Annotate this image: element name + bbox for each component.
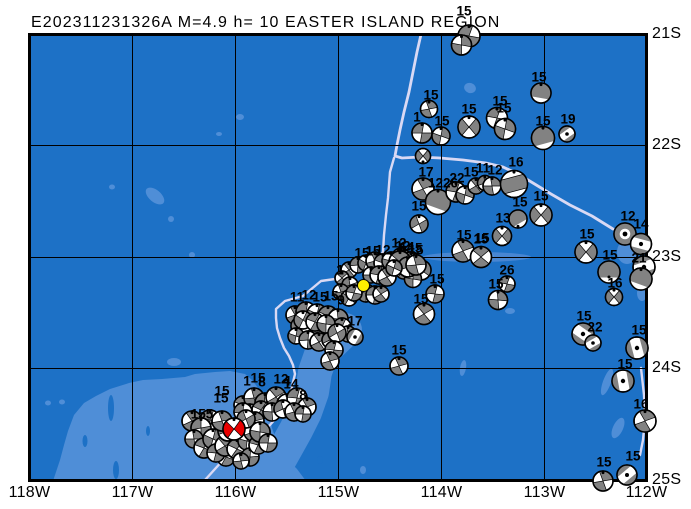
svg-text:15: 15 [391,343,407,358]
svg-text:17: 17 [418,165,433,180]
svg-text:8: 8 [299,388,307,403]
svg-text:11: 11 [290,290,305,305]
svg-text:16: 16 [607,276,623,291]
svg-text:117W: 117W [112,484,154,501]
svg-text:15: 15 [474,231,490,246]
svg-text:17: 17 [347,314,362,329]
svg-text:15: 15 [533,189,549,204]
svg-text:24S: 24S [652,359,681,376]
svg-text:15: 15 [434,114,450,129]
svg-text:15: 15 [596,455,612,470]
svg-text:15: 15 [488,277,504,292]
svg-text:23S: 23S [652,248,681,265]
svg-text:15: 15 [423,88,439,103]
svg-text:15: 15 [496,101,512,116]
svg-text:16: 16 [633,397,649,412]
svg-text:15: 15 [576,309,592,324]
svg-text:E202311231326A M=4.9 h= 10: E202311231326A M=4.9 h= 10 EASTER ISLAND… [31,14,500,31]
svg-text:15: 15 [625,449,641,464]
svg-text:15: 15 [411,199,427,214]
svg-text:15: 15 [214,384,230,399]
svg-text:14: 14 [633,217,649,232]
svg-text:116W: 116W [215,484,257,501]
svg-text:14: 14 [283,377,299,392]
svg-text:15: 15 [473,232,489,247]
svg-text:15: 15 [413,292,429,307]
svg-text:15: 15 [492,94,508,109]
svg-text:15: 15 [312,290,328,305]
svg-text:12: 12 [620,209,635,224]
svg-text:15: 15 [365,244,381,259]
svg-text:15: 15 [579,227,595,242]
svg-text:15: 15 [456,4,472,19]
svg-text:15: 15 [602,248,618,263]
svg-text:22: 22 [587,320,602,335]
svg-text:12: 12 [395,239,410,254]
svg-text:22: 22 [449,171,464,186]
svg-text:12: 12 [391,236,406,251]
svg-text:12: 12 [375,243,390,258]
svg-text:15: 15 [531,70,547,85]
svg-text:22S: 22S [652,136,681,153]
svg-text:15: 15 [512,195,528,210]
svg-text:15: 15 [250,371,266,386]
svg-text:26: 26 [499,263,515,278]
svg-text:1: 1 [413,110,421,125]
svg-text:4: 4 [283,374,291,389]
svg-text:15: 15 [456,228,472,243]
svg-text:115W: 115W [318,484,360,501]
svg-text:12: 12 [487,163,502,178]
svg-text:21: 21 [631,251,647,266]
svg-text:15: 15 [631,323,647,338]
svg-text:1: 1 [243,374,251,389]
svg-text:16: 16 [508,155,524,170]
svg-text:19: 19 [560,112,575,127]
svg-text:15: 15 [354,246,370,261]
svg-text:11: 11 [476,161,491,176]
svg-text:21S: 21S [652,25,681,42]
svg-text:9: 9 [337,293,345,308]
svg-text:15: 15 [461,102,477,117]
svg-text:15: 15 [463,165,479,180]
svg-text:15: 15 [535,114,551,129]
svg-text:114W: 114W [421,484,463,501]
svg-text:15: 15 [407,241,423,256]
svg-text:25S: 25S [652,471,681,488]
svg-text:14: 14 [399,240,415,255]
svg-text:13: 13 [495,211,511,226]
svg-text:112W: 112W [626,484,668,501]
svg-text:15: 15 [617,357,633,372]
svg-text:12: 12 [301,288,316,303]
svg-text:8: 8 [258,375,266,390]
svg-text:1226: 1226 [428,176,459,191]
svg-text:118W: 118W [9,484,51,501]
svg-text:113W: 113W [524,484,566,501]
svg-text:15: 15 [429,272,445,287]
svg-text:12: 12 [273,372,288,387]
svg-text:15: 15 [408,243,424,258]
svg-text:155: 155 [191,407,214,422]
svg-text:15: 15 [213,391,229,406]
svg-text:15: 15 [323,289,339,304]
svg-text:1: 1 [336,263,344,278]
